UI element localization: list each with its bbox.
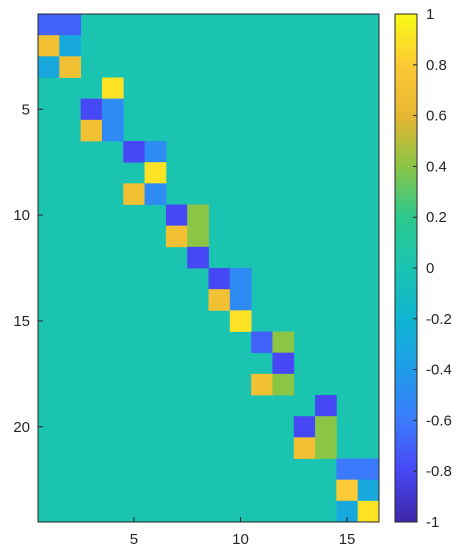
y-tick-label: 5 <box>22 101 30 118</box>
heatmap-cell <box>38 56 60 78</box>
colorbar-tick-label: -0.2 <box>426 311 452 328</box>
heatmap-cell <box>315 437 337 459</box>
heatmap-cell <box>293 437 316 459</box>
y-tick-label: 20 <box>13 419 30 436</box>
heatmap-cell <box>59 35 82 57</box>
heatmap-cell <box>272 373 295 396</box>
heatmap-cell <box>38 35 60 57</box>
plot-area <box>37 13 380 523</box>
heatmap-cell <box>357 500 380 523</box>
heatmap-cell <box>336 479 359 502</box>
heatmap-cell <box>357 458 380 481</box>
heatmap-cell <box>187 225 209 248</box>
heatmap-cell <box>59 14 82 36</box>
x-tick-label: 15 <box>339 531 356 548</box>
heatmap-cell <box>144 141 167 163</box>
heatmap-cell <box>229 268 252 290</box>
heatmap-cell <box>123 141 145 163</box>
heatmap-cell <box>165 204 188 227</box>
heatmap-cell <box>272 352 295 375</box>
heatmap-cell <box>208 268 231 290</box>
x-tick-label: 10 <box>232 531 249 548</box>
heatmap-cell <box>144 183 167 205</box>
heatmap-cell <box>251 373 273 396</box>
heatmap-cell <box>315 395 337 417</box>
x-tick-label: 5 <box>130 531 138 548</box>
heatmap-cell <box>315 416 337 438</box>
heatmap-cell <box>38 14 60 36</box>
heatmap-cell <box>336 500 359 523</box>
colorbar-tick-label: 0.2 <box>426 209 447 226</box>
heatmap-cell <box>80 98 103 121</box>
colorbar-tick-label: 1 <box>426 6 434 23</box>
heatmap-cell <box>208 289 231 311</box>
x-axis: 5 10 15 <box>130 517 356 548</box>
heatmap-cell <box>165 225 188 248</box>
heatmap-cell <box>187 246 209 269</box>
y-tick-label: 15 <box>13 313 30 330</box>
heatmap-cell <box>144 162 167 184</box>
heatmap-cell <box>229 289 252 311</box>
heatmap-cell <box>101 98 124 121</box>
colorbar-tick-label: 0.4 <box>426 158 447 175</box>
heatmap-cell <box>123 183 145 205</box>
heatmap-cell <box>293 416 316 438</box>
heatmap-cell <box>336 458 359 481</box>
heatmap-cell <box>187 204 209 227</box>
heatmap-cell <box>101 119 124 142</box>
colorbar: 1 0.8 0.6 0.4 0.2 0 -0.2 -0.4 -0.6 -0.8 -1 <box>394 6 452 531</box>
heatmap-cell <box>229 310 252 332</box>
heatmap-cell <box>357 479 380 502</box>
colorbar-tick-label: 0 <box>426 260 434 277</box>
colorbar-tick-label: -0.4 <box>426 362 452 379</box>
heatmap-cell <box>101 77 124 100</box>
colorbar-tick-label: 0.6 <box>426 108 447 125</box>
colorbar-tick-label: 0.8 <box>426 57 447 74</box>
colorbar-tick-label: -0.8 <box>426 463 452 480</box>
axes-frame <box>37 13 380 523</box>
y-axis: 5 10 15 20 <box>13 101 43 436</box>
heatmap-cell <box>80 119 103 142</box>
heatmap-cell <box>272 331 295 354</box>
heatmap-cell <box>251 331 273 354</box>
colorbar-tick-label: -0.6 <box>426 412 452 429</box>
colorbar-tick-label: -1 <box>426 514 439 531</box>
y-tick-label: 10 <box>13 207 30 224</box>
heatmap-cell <box>59 56 82 78</box>
